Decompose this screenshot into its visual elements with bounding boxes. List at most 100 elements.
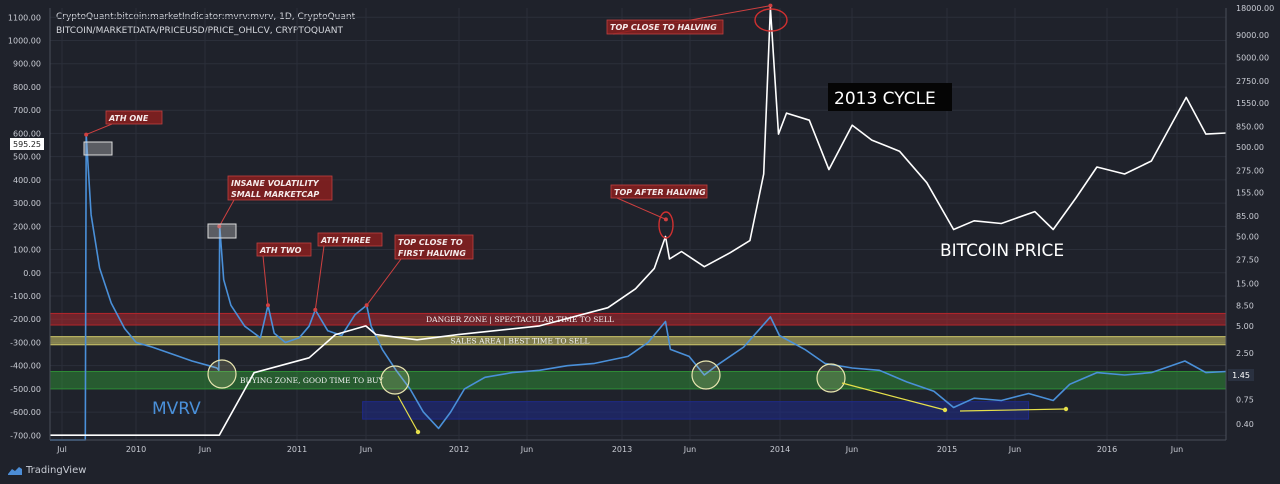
annotation-arrow: [85, 123, 113, 136]
annotation-label: ATH ONE: [108, 114, 149, 123]
x-tick-label: Jun: [1170, 445, 1184, 454]
bitcoin-price-label: BITCOIN PRICE: [940, 241, 1064, 261]
buy-zone-circle: [691, 360, 721, 390]
annotation-arrow: [314, 245, 325, 311]
trend-arrow: [959, 408, 1067, 412]
buy-zone-circle: [816, 363, 846, 393]
annotation-point: [265, 303, 270, 308]
left-tick-label: 600.00: [13, 129, 41, 138]
annotation-arrow: [262, 255, 269, 306]
annotation-point: [663, 217, 668, 222]
right-tick-label: 2.50: [1236, 349, 1254, 358]
tradingview-label: TradingView: [26, 465, 87, 476]
x-tick-label: Jun: [198, 445, 212, 454]
tradingview-logo[interactable]: TradingView: [8, 465, 86, 476]
current-value-tag-right: [1228, 369, 1254, 381]
left-tick-label: 200.00: [13, 222, 41, 231]
left-tick-label: -400.00: [10, 362, 41, 371]
x-tick-label: Jun: [683, 445, 697, 454]
right-tick-label: 8.50: [1236, 301, 1254, 310]
mvrv-line: [50, 133, 1227, 441]
mvrv-label: MVRV: [152, 399, 201, 419]
left-tick-label: 0.00: [23, 269, 41, 278]
right-tick-label: 15.00: [1236, 279, 1259, 288]
ath-one-marker: [83, 141, 113, 156]
annotation-point: [768, 3, 773, 8]
left-tick-label: -600.00: [10, 408, 41, 417]
annotation-box: [256, 242, 312, 257]
right-tick-label: 155.00: [1236, 189, 1264, 198]
left-tick-label: -500.00: [10, 385, 41, 394]
annotation-label: SMALL MARKETCAP: [231, 190, 319, 199]
annotation-box: [606, 19, 724, 35]
annotation-point: [217, 224, 222, 229]
cycle-label: 2013 CYCLE: [834, 89, 936, 109]
top-ellipse: [658, 211, 674, 239]
trend-arrow: [841, 382, 946, 411]
x-tick-label: 2013: [612, 445, 632, 454]
annotation-label: INSANE VOLATILITY: [231, 179, 320, 188]
current-value-tag-left: [10, 138, 44, 150]
x-tick-label: 2016: [1097, 445, 1117, 454]
right-tick-label: 5000.00: [1236, 54, 1269, 63]
annotations: ATH ONE INSANE VOLATILITY SMALL MARKETCAP A…: [83, 3, 1069, 435]
annotation-label: ATH TWO: [259, 246, 302, 255]
right-tick-label: 9000.00: [1236, 31, 1269, 40]
right-tick-label: 500.00: [1236, 143, 1264, 152]
left-tick-label: -200.00: [10, 315, 41, 324]
current-value-left: 595.25: [13, 140, 41, 149]
annotation-box: [227, 175, 333, 201]
axes: Jul 2010 Jun 2011 Jun 2012 Jun 2013 Jun 2014 Jun 20…: [8, 4, 1274, 454]
buy-zone-circle: [207, 359, 237, 389]
zone-label: BUYING ZONE, GOOD TIME TO BUY: [240, 376, 384, 385]
buy-zone-circle: [380, 365, 410, 395]
right-tick-label: 0.75: [1236, 396, 1254, 405]
cycle-label-box: [828, 83, 952, 111]
right-tick-label: 5.00: [1236, 322, 1254, 331]
right-tick-label: 27.50: [1236, 256, 1259, 265]
right-tick-label: 2750.00: [1236, 77, 1269, 86]
trend-arrow-head: [1063, 406, 1069, 412]
annotation-point: [84, 132, 89, 137]
left-tick-label: -300.00: [10, 338, 41, 347]
current-value-right: 1.45: [1232, 371, 1250, 380]
zone-band: [49, 312, 1227, 326]
x-tick-label: 2012: [449, 445, 469, 454]
cycle-label-group: 2013 CYCLE: [828, 83, 952, 111]
annotation-point: [313, 307, 318, 312]
right-tick-label: 275.00: [1236, 166, 1264, 175]
left-tick-label: 1100.00: [8, 13, 41, 22]
left-tick-label: -700.00: [10, 431, 41, 440]
annotation-arrow: [366, 258, 402, 306]
left-tick-label: 300.00: [13, 199, 41, 208]
zone-band: [362, 401, 1030, 420]
annotation-box: [394, 234, 474, 260]
x-tick-label: 2010: [126, 445, 146, 454]
trend-arrow-head: [942, 407, 948, 413]
left-tick-label: 500.00: [13, 153, 41, 162]
tradingview-icon: [8, 466, 22, 475]
x-tick-label: Jul: [56, 445, 67, 454]
trend-arrow: [397, 395, 419, 433]
x-tick-label: Jun: [520, 445, 534, 454]
zone-label: DANGER ZONE | SPECTACULAR TIME TO SELL: [426, 315, 614, 324]
right-tick-label: 1550.00: [1236, 99, 1269, 108]
right-tick-label: 85.00: [1236, 212, 1259, 221]
left-tick-label: 800.00: [13, 83, 41, 92]
annotation-point: [364, 303, 369, 308]
annotation-label: FIRST HALVING: [398, 249, 466, 258]
right-tick-label: 850.00: [1236, 123, 1264, 132]
zones: DANGER ZONE | SPECTACULAR TIME TO SELL SA…: [49, 312, 1227, 420]
annotation-label: TOP CLOSE TO: [398, 238, 463, 247]
annotation-label: ATH THREE: [320, 236, 371, 245]
top-ellipse: [754, 8, 788, 32]
left-tick-label: 900.00: [13, 60, 41, 69]
left-tick-label: -100.00: [10, 292, 41, 301]
right-tick-label: 18000.00: [1236, 4, 1274, 13]
zone-label: SALES AREA | BEST TIME TO SELL: [451, 337, 590, 346]
series: [50, 7, 1227, 441]
x-tick-label: Jun: [1008, 445, 1022, 454]
trend-arrow-head: [415, 429, 421, 435]
annotation-box: [317, 232, 383, 247]
